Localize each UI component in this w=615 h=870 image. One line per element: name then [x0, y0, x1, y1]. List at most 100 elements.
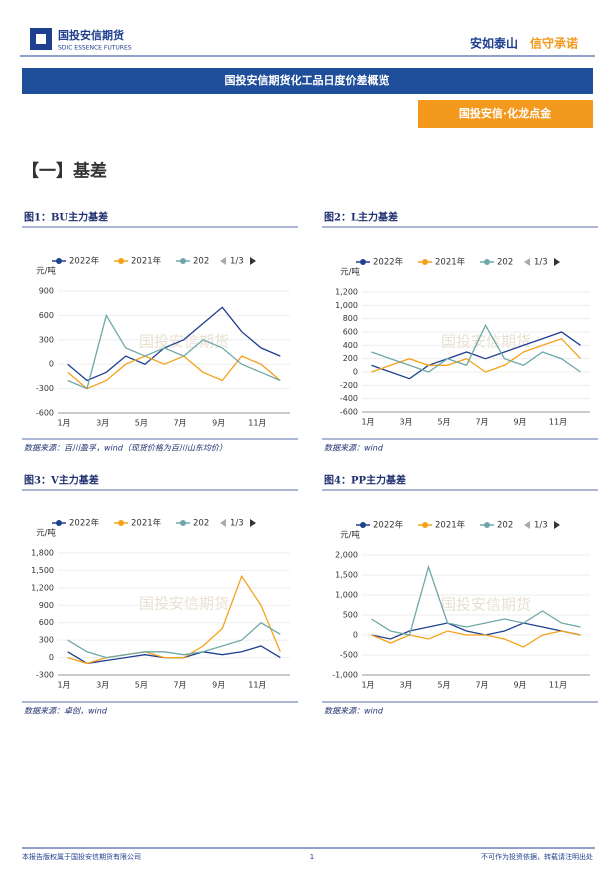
y-tick-label: -1,000 — [332, 671, 358, 680]
y-tick-label: -300 — [36, 384, 54, 393]
series-line — [67, 313, 281, 390]
series-line — [371, 337, 581, 373]
y-tick-label: -200 — [340, 381, 358, 390]
y-tick-label: 900 — [39, 601, 54, 610]
x-tick-label: 3月 — [399, 681, 412, 690]
x-tick-label: 5月 — [437, 681, 450, 690]
x-tick-label: 3月 — [96, 681, 109, 690]
chart-caption: 图1：BU主力基差 — [24, 211, 108, 224]
footer-right: 不可作为投资依据，转载请注明出处 — [481, 852, 593, 861]
chart-caption: 图4：PP主力基差 — [324, 474, 406, 487]
legend-label: 2022年 — [373, 520, 404, 531]
x-tick-label: 11月 — [549, 681, 567, 690]
logo-mark-inner — [36, 34, 46, 44]
legend-next — [250, 519, 256, 527]
y-tick-label: 500 — [343, 611, 358, 620]
series-line — [371, 630, 581, 648]
y-tick-label: -600 — [340, 408, 358, 417]
motto: 信守承诺 — [530, 36, 578, 51]
y-axis-label: 元/吨 — [340, 267, 360, 278]
legend-next — [250, 257, 256, 265]
logo-en: SDIC ESSENCE FUTURES — [58, 45, 132, 52]
x-tick-label: 7月 — [475, 681, 488, 690]
legend-marker — [180, 520, 186, 526]
legend-prev — [524, 258, 530, 266]
legend-page: 1/3 — [230, 257, 244, 267]
x-tick-label: 1月 — [361, 681, 374, 690]
legend-next — [554, 521, 560, 529]
y-tick-label: -500 — [340, 651, 358, 660]
x-tick-label: 11月 — [549, 418, 567, 427]
x-tick-label: 1月 — [361, 418, 374, 427]
series-line — [67, 574, 281, 665]
banner-title: 国投安信期货化工品日度价差概览 — [225, 73, 390, 87]
x-tick-label: 5月 — [135, 419, 148, 428]
chart-source: 数据来源：卓创，wind — [24, 707, 108, 716]
legend-page: 1/3 — [230, 519, 244, 529]
legend-label: 2021年 — [131, 518, 162, 529]
x-tick-label: 7月 — [173, 419, 186, 428]
legend-next — [554, 258, 560, 266]
section-title: 【一】基差 — [22, 161, 107, 182]
y-tick-label: 600 — [343, 328, 358, 337]
series-line — [67, 621, 281, 659]
legend-label: 2022年 — [69, 518, 100, 529]
banner — [22, 68, 593, 94]
legend-page: 1/3 — [534, 258, 548, 268]
y-tick-label: -400 — [340, 394, 358, 403]
x-tick-label: 5月 — [437, 418, 450, 427]
y-axis-label: 元/吨 — [340, 530, 360, 541]
legend-label: 202 — [497, 521, 513, 531]
watermark: 国投安信期货 — [441, 596, 531, 614]
series-line — [67, 355, 281, 390]
legend-prev — [524, 521, 530, 529]
chart-source: 数据来源：百川盈孚，wind（现货价格为百川山东均价） — [24, 444, 227, 453]
x-tick-label: 11月 — [248, 419, 266, 428]
y-tick-label: 1,000 — [335, 591, 358, 600]
y-tick-label: 2,000 — [335, 551, 358, 560]
y-tick-label: 800 — [343, 314, 358, 323]
legend-label: 2022年 — [69, 256, 100, 267]
series-line — [371, 564, 581, 636]
legend-label: 2021年 — [435, 257, 466, 268]
legend-marker — [422, 259, 428, 265]
series-line — [371, 331, 581, 380]
x-tick-label: 3月 — [399, 418, 412, 427]
y-tick-label: 1,800 — [31, 549, 54, 558]
y-axis-label: 元/吨 — [36, 528, 56, 539]
watermark: 国投安信期货 — [139, 595, 229, 613]
legend-marker — [118, 520, 124, 526]
legend-label: 2021年 — [435, 520, 466, 531]
y-tick-label: 600 — [39, 311, 54, 320]
legend-label: 2021年 — [131, 256, 162, 267]
x-tick-label: 7月 — [173, 681, 186, 690]
legend-marker — [422, 522, 428, 528]
y-tick-label: 200 — [343, 354, 358, 363]
chart-caption: 图3：V主力基差 — [24, 474, 99, 487]
chart-source: 数据来源：wind — [324, 707, 384, 716]
y-tick-label: 0 — [353, 631, 358, 640]
x-tick-label: 7月 — [475, 418, 488, 427]
y-tick-label: 0 — [353, 368, 358, 377]
legend-marker — [56, 520, 62, 526]
legend-marker — [360, 522, 366, 528]
y-tick-label: 0 — [49, 653, 54, 662]
legend-marker — [180, 258, 186, 264]
y-tick-label: 1,500 — [335, 571, 358, 580]
x-tick-label: 9月 — [212, 681, 225, 690]
logo-cn: 国投安信期货 — [58, 28, 124, 42]
watermark: 国投安信期货 — [441, 333, 531, 351]
series-line — [371, 622, 581, 640]
legend-prev — [220, 257, 226, 265]
legend-prev — [220, 519, 226, 527]
legend-label: 202 — [193, 257, 209, 267]
x-tick-label: 3月 — [96, 419, 109, 428]
x-tick-label: 1月 — [57, 419, 70, 428]
chart-source: 数据来源：wind — [324, 444, 384, 453]
y-tick-label: 900 — [39, 287, 54, 296]
legend-marker — [484, 259, 490, 265]
x-tick-label: 9月 — [513, 418, 526, 427]
y-tick-label: 0 — [49, 360, 54, 369]
y-tick-label: -600 — [36, 409, 54, 418]
